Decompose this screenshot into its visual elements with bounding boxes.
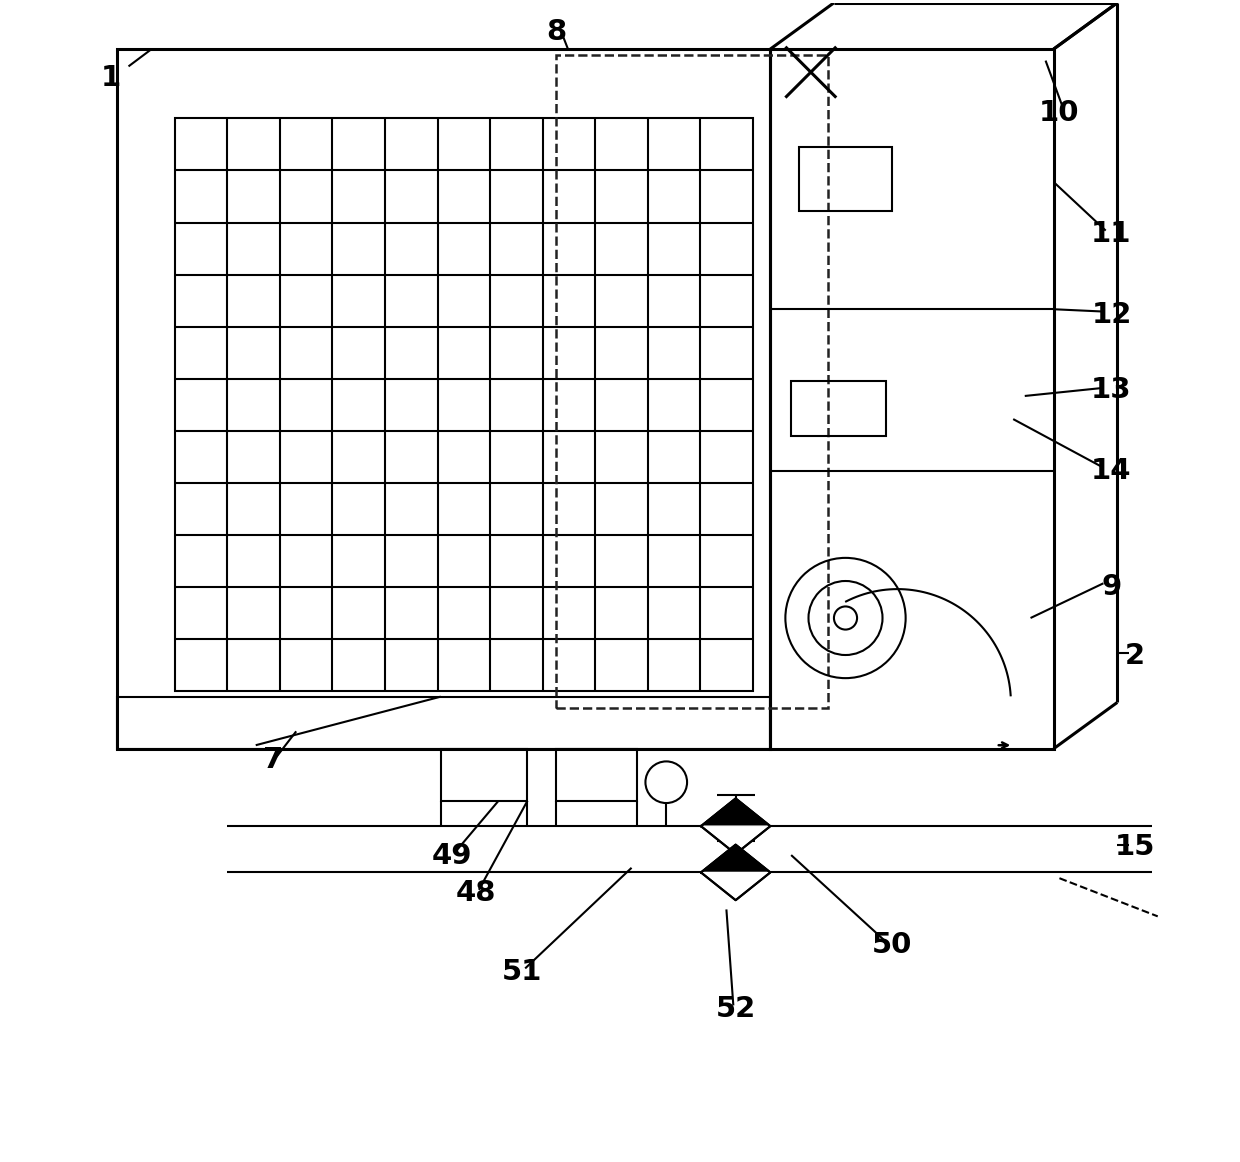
- Bar: [175, 119, 753, 691]
- Text: 50: 50: [872, 931, 911, 960]
- Text: 1: 1: [100, 64, 122, 92]
- Text: 7: 7: [263, 746, 283, 774]
- Bar: [770, 49, 1054, 748]
- Text: 12: 12: [1091, 301, 1132, 329]
- Text: 49: 49: [432, 842, 472, 870]
- Polygon shape: [701, 826, 770, 854]
- Text: 48: 48: [455, 880, 496, 908]
- Text: 2: 2: [1125, 643, 1145, 670]
- Text: 52: 52: [715, 995, 755, 1023]
- Text: 15: 15: [1115, 833, 1154, 861]
- Text: 13: 13: [1091, 376, 1132, 404]
- Text: 9: 9: [1101, 573, 1122, 601]
- Text: 14: 14: [1091, 457, 1132, 486]
- Polygon shape: [701, 873, 770, 901]
- Bar: [117, 697, 770, 748]
- Polygon shape: [701, 798, 770, 826]
- Bar: [557, 748, 637, 801]
- Text: 11: 11: [1091, 220, 1132, 248]
- Polygon shape: [701, 845, 770, 873]
- Text: 8: 8: [547, 17, 567, 45]
- Bar: [117, 49, 770, 748]
- Text: 10: 10: [1039, 99, 1080, 127]
- Text: 51: 51: [501, 957, 542, 985]
- Bar: [791, 381, 887, 437]
- Bar: [800, 148, 892, 211]
- Bar: [557, 55, 828, 708]
- Bar: [440, 748, 527, 801]
